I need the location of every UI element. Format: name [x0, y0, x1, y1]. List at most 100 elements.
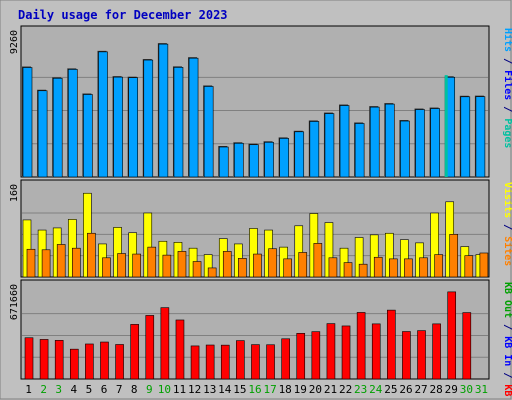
bar-sites-day-4: [71, 247, 81, 278]
bar-kb-day-27: [417, 330, 426, 380]
bar-hits-day-11: [173, 67, 184, 178]
x-tick-label: 26: [399, 383, 412, 396]
bar-sites-day-1: [26, 248, 36, 278]
bar-sites-day-30: [464, 255, 474, 278]
bar-hits-day-16: [249, 144, 259, 178]
bar-sites-day-6: [102, 257, 111, 278]
bar-sites-day-2: [41, 249, 51, 278]
bar-sites-day-7: [117, 253, 126, 278]
bar-sites-day-14: [222, 251, 232, 278]
bar-kb-day-3: [54, 340, 64, 380]
chart-title: Daily usage for December 2023: [18, 8, 228, 22]
bar-sites-day-26: [404, 258, 413, 278]
bar-kb-day-2: [39, 339, 49, 380]
bar-kb-day-8: [130, 324, 139, 380]
legend-entry: KB F: [502, 384, 512, 400]
bar-sites-day-21: [328, 257, 338, 278]
bar-kb-day-29: [447, 291, 457, 380]
x-tick-label: 25: [384, 383, 397, 396]
bar-kb-day-25: [387, 309, 396, 380]
x-tick-label: 20: [309, 383, 322, 396]
bar-sites-day-25: [389, 258, 398, 278]
y-max-label: 671660: [9, 284, 20, 320]
panel-legend: Visits / Sites: [502, 182, 512, 266]
bar-hits-day-6: [98, 51, 108, 178]
bar-sites-day-28: [434, 254, 443, 278]
bar-hits-day-20: [309, 121, 320, 178]
bar-hits-day-12: [188, 57, 199, 178]
x-tick-label: 18: [279, 383, 292, 396]
bar-hits-day-15: [234, 142, 244, 178]
bar-kb-day-9: [145, 315, 155, 380]
bar-kb-day-22: [341, 325, 351, 380]
x-tick-label: 14: [218, 383, 232, 396]
x-tick-label: 19: [294, 383, 307, 396]
bar-hits-day-18: [279, 138, 289, 178]
legend-entry: Pages: [502, 118, 512, 148]
legend-entry: /: [502, 52, 512, 70]
x-tick-label: 1: [25, 383, 32, 396]
bar-hits-day-24: [369, 106, 380, 178]
bar-pages-day-29: [444, 75, 448, 177]
x-axis-day-labels: 1 2 3 4 5 6 7 8 9 10 11 12 13 14 15 16 17 18 19 20 21 22 23 24 2…: [25, 383, 488, 396]
bar-kb-day-23: [356, 312, 366, 380]
legend-entry: Visits: [502, 182, 512, 218]
bar-sites-day-19: [298, 252, 308, 278]
bar-hits-day-21: [324, 113, 335, 178]
panel-legend: KB Out / KB In / KB F: [502, 282, 512, 400]
bar-kb-day-7: [115, 344, 124, 380]
bar-hits-day-3: [52, 77, 63, 178]
bar-kb-day-6: [100, 341, 109, 380]
legend-entry: /: [502, 366, 512, 384]
bar-hits-day-5: [83, 94, 93, 178]
bar-sites-day-12: [192, 261, 202, 278]
bar-hits-day-10: [158, 43, 169, 178]
bar-hits-day-19: [294, 131, 305, 178]
x-tick-label: 3: [55, 383, 62, 396]
bar-hits-day-17: [264, 141, 274, 178]
bar-hits-day-7: [113, 76, 123, 178]
bar-hits-day-1: [22, 67, 33, 178]
bar-sites-day-15: [238, 258, 247, 278]
panel-legend: Hits / Files / Pages: [502, 28, 512, 148]
y-max-label: 160: [9, 184, 20, 202]
legend-entry: KB In: [502, 336, 512, 366]
x-tick-label: 10: [158, 383, 171, 396]
y-max-label: 9260: [9, 30, 20, 54]
x-tick-label: 27: [414, 383, 427, 396]
bar-sites-day-9: [147, 246, 157, 278]
legend-entry: Sites: [502, 236, 512, 266]
bar-sites-day-5: [87, 232, 96, 278]
bar-hits-day-26: [400, 120, 410, 178]
x-tick-label: 16: [248, 383, 261, 396]
bar-kb-day-12: [190, 345, 200, 380]
x-tick-label: 4: [71, 383, 78, 396]
bar-kb-day-20: [311, 331, 321, 380]
bar-hits-day-14: [218, 146, 229, 178]
x-tick-label: 12: [188, 383, 201, 396]
bar-kb-day-26: [402, 331, 411, 380]
legend-entry: KB Out: [502, 282, 512, 318]
x-tick-label: 8: [131, 383, 138, 396]
bar-hits-day-9: [143, 59, 154, 178]
x-tick-label: 7: [116, 383, 123, 396]
bar-sites-day-31: [479, 252, 489, 278]
bar-kb-day-14: [220, 344, 230, 380]
bar-hits-day-13: [203, 86, 214, 178]
chart-panels: 9260 Hits / Files / Pages 160 Visits / Site…: [9, 25, 512, 400]
panel-visits-sites: 160 Visits / Sites: [9, 179, 512, 278]
x-tick-label: 15: [233, 383, 246, 396]
bar-hits-day-22: [339, 105, 350, 178]
panel-kb: 671660 KB Out / KB In / KB F: [9, 279, 512, 400]
bar-sites-day-18: [283, 258, 292, 278]
legend-entry: Hits: [502, 28, 512, 52]
bar-sites-day-29: [449, 234, 459, 278]
bar-kb-day-1: [24, 337, 34, 380]
x-tick-label: 2: [40, 383, 47, 396]
x-tick-label: 23: [354, 383, 367, 396]
x-tick-label: 11: [173, 383, 186, 396]
panel-hits-files-pages: 9260 Hits / Files / Pages: [9, 25, 512, 178]
x-tick-label: 13: [203, 383, 216, 396]
bar-sites-day-23: [358, 263, 368, 278]
